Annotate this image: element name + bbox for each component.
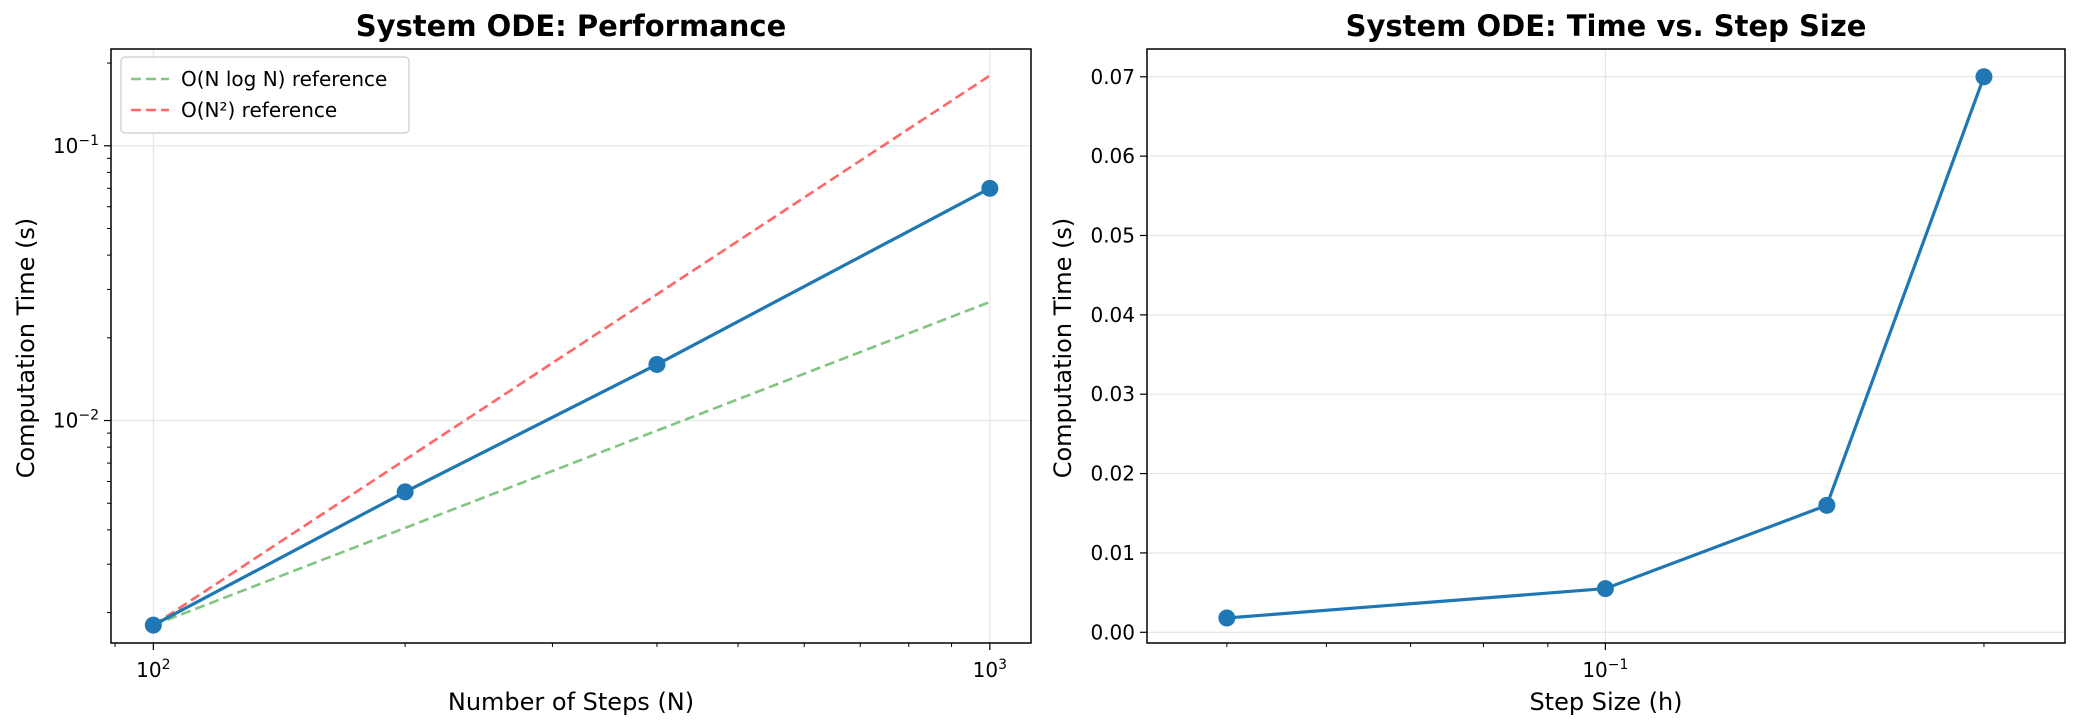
grid bbox=[1147, 49, 2065, 643]
series-line bbox=[152, 186, 991, 627]
chart-title: System ODE: Time vs. Step Size bbox=[1346, 9, 1867, 43]
x-axis-label: Number of Steps (N) bbox=[448, 688, 694, 716]
data-point bbox=[144, 616, 162, 634]
y-axis-label: Computation Time (s) bbox=[1049, 218, 1077, 479]
y-tick-label: 0.00 bbox=[1090, 620, 1135, 644]
y-tick-label: 10−2 bbox=[53, 408, 99, 433]
legend-label: O(N²) reference bbox=[181, 98, 337, 122]
x-axis-label: Step Size (h) bbox=[1529, 688, 1682, 716]
reference-line bbox=[152, 74, 991, 627]
legend-label: O(N log N) reference bbox=[181, 67, 387, 91]
x-tick-label: 103 bbox=[973, 657, 1007, 682]
data-point bbox=[396, 483, 414, 501]
y-tick-label: 0.06 bbox=[1090, 144, 1135, 168]
data-point bbox=[1975, 68, 1993, 86]
axis-ticks: 10−1 0.00 0.01 0.02 0.03 0.04 0.05 0.06 0.07 bbox=[1090, 65, 1985, 682]
x-tick-label: 10−1 bbox=[1582, 657, 1628, 682]
data-point bbox=[648, 355, 666, 373]
step-size-panel: System ODE: Time vs. Step Size Computati… bbox=[1049, 9, 2066, 716]
plot-frame bbox=[1146, 48, 2066, 644]
y-axis-label: Computation Time (s) bbox=[12, 218, 40, 479]
data-point bbox=[981, 179, 999, 197]
y-tick-label: 10−1 bbox=[53, 133, 99, 158]
y-tick-label: 0.07 bbox=[1090, 65, 1135, 89]
legend: O(N log N) reference O(N²) reference bbox=[120, 56, 410, 134]
axis-ticks: 102 103 10−2 10−1 bbox=[53, 62, 1007, 682]
y-tick-label: 0.02 bbox=[1090, 462, 1135, 486]
plot-frame bbox=[110, 48, 1032, 644]
grid bbox=[111, 49, 1031, 643]
series-layer bbox=[1218, 68, 1993, 627]
y-tick-label: 0.05 bbox=[1090, 223, 1135, 247]
y-tick-label: 0.01 bbox=[1090, 541, 1135, 565]
y-tick-label: 0.03 bbox=[1090, 382, 1135, 406]
data-point bbox=[1218, 609, 1236, 627]
y-tick-label: 0.04 bbox=[1090, 303, 1135, 327]
chart-title: System ODE: Performance bbox=[356, 9, 786, 43]
x-tick-label: 102 bbox=[136, 657, 170, 682]
performance-panel: System ODE: Performance Computation Time… bbox=[12, 9, 1032, 716]
series-line bbox=[1226, 76, 1986, 620]
data-point bbox=[1596, 580, 1614, 598]
legend-box bbox=[120, 56, 410, 134]
series-layer bbox=[144, 74, 999, 634]
data-point bbox=[1818, 496, 1836, 514]
